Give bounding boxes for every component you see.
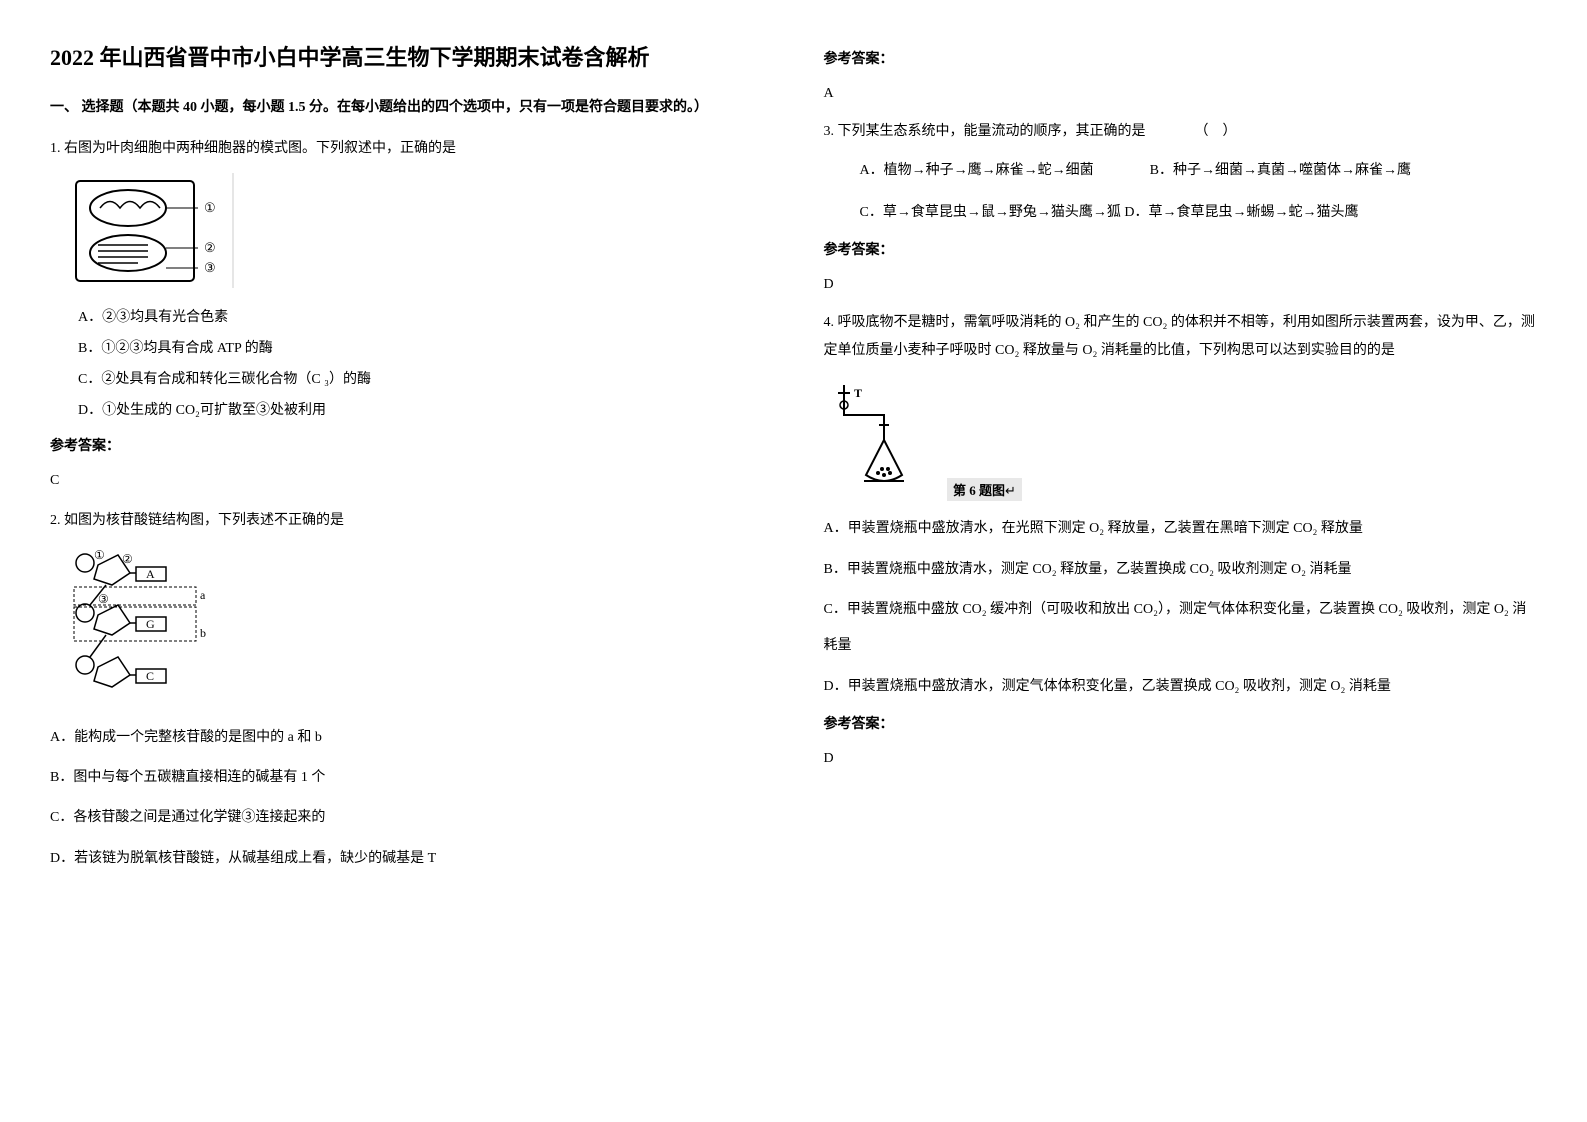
q1-answer-label: 参考答案： bbox=[50, 433, 764, 461]
q3-stem: 3. 下列某生态系统中，能量流动的顺序，其正确的是 （ ） bbox=[824, 118, 1538, 146]
q1-label-1: ① bbox=[204, 200, 216, 215]
q2-option-c: C．各核苷酸之间是通过化学键③连接起来的 bbox=[50, 800, 764, 836]
q4-stem: 4. 呼吸底物不是糖时，需氧呼吸消耗的 O₂ 和产生的 CO₂ 的体积并不相等，… bbox=[824, 309, 1538, 365]
q3-answer-label: 参考答案： bbox=[824, 237, 1538, 265]
q3-options-line2: C．草→食草昆虫→鼠→野兔→猫头鹰→狐 D．草→食草昆虫→蜥蜴→蛇→猫头鹰 bbox=[824, 196, 1538, 230]
q2-answer-label-top: 参考答案： bbox=[824, 46, 1538, 74]
q1-options: A．②③均具有光合色素 B．①②③均具有合成 ATP 的酶 C．②处具有合成和转… bbox=[50, 303, 764, 426]
q3-answer: D bbox=[824, 271, 1538, 299]
page-container: 2022 年山西省晋中市小白中学高三生物下学期期末试卷含解析 一、 选择题（本题… bbox=[50, 40, 1537, 889]
exam-title: 2022 年山西省晋中市小白中学高三生物下学期期末试卷含解析 bbox=[50, 40, 764, 75]
question-2: 2. 如图为核苷酸链结构图，下列表述不正确的是 A ① ② ③ bbox=[50, 507, 764, 878]
q2-base-a: A bbox=[146, 567, 155, 581]
question-3: 3. 下列某生态系统中，能量流动的顺序，其正确的是 （ ） A．植物→种子→鹰→… bbox=[824, 118, 1538, 299]
q4-answer-label: 参考答案： bbox=[824, 711, 1538, 739]
q4-option-a: A．甲装置烧瓶中盛放清水，在光照下测定 O₂ 释放量，乙装置在黑暗下测定 CO₂… bbox=[824, 511, 1538, 547]
q2-base-c: C bbox=[146, 669, 154, 683]
q2-label-b: b bbox=[200, 626, 206, 640]
q4-option-b: B．甲装置烧瓶中盛放清水，测定 CO₂ 释放量，乙装置换成 CO₂ 吸收剂测定 … bbox=[824, 552, 1538, 588]
q2-option-b: B．图中与每个五碳糖直接相连的碱基有 1 个 bbox=[50, 760, 764, 796]
question-1: 1. 右图为叶肉细胞中两种细胞器的模式图。下列叙述中，正确的是 bbox=[50, 135, 764, 494]
q4-label-t: T bbox=[854, 386, 862, 400]
right-column: 参考答案： A 3. 下列某生态系统中，能量流动的顺序，其正确的是 （ ） A．… bbox=[824, 40, 1538, 889]
q1-option-b: B．①②③均具有合成 ATP 的酶 bbox=[78, 334, 764, 365]
q2-base-g: G bbox=[146, 617, 155, 631]
q1-label-2: ② bbox=[204, 240, 216, 255]
q2-options: A．能构成一个完整核苷酸的是图中的 a 和 b B．图中与每个五碳糖直接相连的碱… bbox=[50, 720, 764, 878]
q1-answer: C bbox=[50, 467, 764, 495]
q4-option-d: D．甲装置烧瓶中盛放清水，测定气体体积变化量，乙装置换成 CO₂ 吸收剂，测定 … bbox=[824, 669, 1538, 705]
section-header: 一、 选择题（本题共 40 小题，每小题 1.5 分。在每小题给出的四个选项中，… bbox=[50, 95, 764, 120]
q4-option-c: C．甲装置烧瓶中盛放 CO₂ 缓冲剂（可吸收和放出 CO₂），测定气体体积变化量… bbox=[824, 592, 1538, 665]
q2-answer-top: A bbox=[824, 80, 1538, 108]
q1-option-c: C．②处具有合成和转化三碳化合物（C ₃）的酶 bbox=[78, 365, 764, 396]
q3-options-line1: A．植物→种子→鹰→麻雀→蛇→细菌 B．种子→细菌→真菌→噬菌体→麻雀→鹰 bbox=[824, 154, 1538, 188]
q1-option-d: D．①处生成的 CO₂可扩散至③处被利用 bbox=[78, 396, 764, 427]
q4-options: A．甲装置烧瓶中盛放清水，在光照下测定 O₂ 释放量，乙装置在黑暗下测定 CO₂… bbox=[824, 511, 1538, 705]
q2-figure: A ① ② ③ a G bbox=[70, 545, 764, 710]
q2-label-3: ③ bbox=[98, 592, 109, 606]
question-4: 4. 呼吸底物不是糖时，需氧呼吸消耗的 O₂ 和产生的 CO₂ 的体积并不相等，… bbox=[824, 309, 1538, 773]
q4-figure-caption: 第 6 题图↵ bbox=[947, 478, 1022, 501]
q2-option-d: D．若该链为脱氧核苷酸链，从碱基组成上看，缺少的碱基是 T bbox=[50, 841, 764, 877]
q2-label-a: a bbox=[200, 588, 206, 602]
q1-figure: ① ② ③ bbox=[70, 173, 764, 293]
q1-option-a: A．②③均具有光合色素 bbox=[78, 303, 764, 334]
q1-label-3: ③ bbox=[204, 260, 216, 275]
q4-answer: D bbox=[824, 745, 1538, 773]
q4-figure: T 第 6 题图↵ bbox=[824, 375, 1538, 501]
q1-stem: 1. 右图为叶肉细胞中两种细胞器的模式图。下列叙述中，正确的是 bbox=[50, 135, 764, 163]
q2-label-1: ① bbox=[94, 548, 105, 562]
q2-label-2: ② bbox=[122, 552, 133, 566]
left-column: 2022 年山西省晋中市小白中学高三生物下学期期末试卷含解析 一、 选择题（本题… bbox=[50, 40, 764, 889]
q2-stem: 2. 如图为核苷酸链结构图，下列表述不正确的是 bbox=[50, 507, 764, 535]
q2-option-a: A．能构成一个完整核苷酸的是图中的 a 和 b bbox=[50, 720, 764, 756]
